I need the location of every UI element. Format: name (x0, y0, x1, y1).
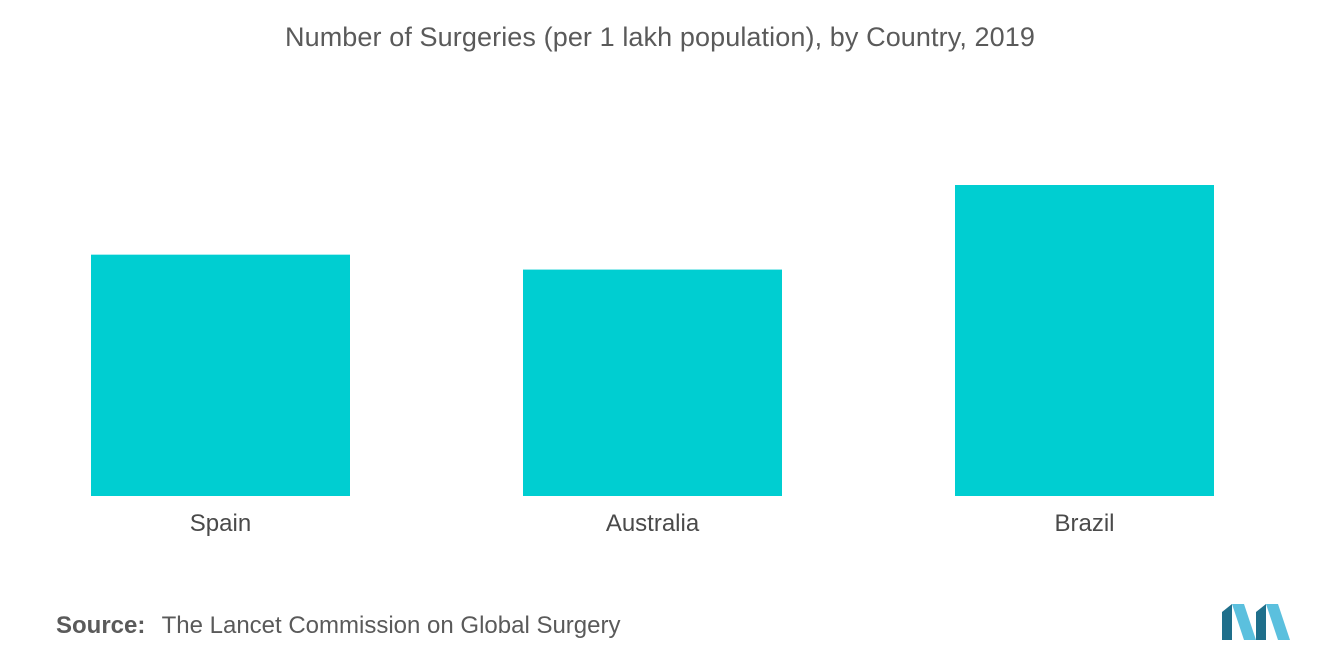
source-label: Source: (56, 612, 146, 639)
source-text: The Lancet Commission on Global Surgery (161, 612, 621, 639)
x-tick-label: Brazil (1054, 510, 1114, 537)
bar-spain (91, 254, 350, 496)
chart-title: Number of Surgeries (per 1 lakh populati… (285, 22, 1035, 52)
mordor-intelligence-logo-icon (1222, 604, 1290, 640)
source-line: Source: The Lancet Commission on Global … (56, 612, 620, 640)
bar-brazil (955, 185, 1214, 496)
x-tick-label: Spain (190, 510, 251, 537)
bar-australia (523, 269, 782, 496)
x-tick-label: Australia (606, 510, 700, 537)
